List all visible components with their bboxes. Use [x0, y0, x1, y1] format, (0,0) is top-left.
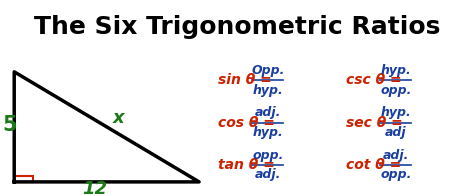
Text: tan θ =: tan θ =: [218, 158, 280, 172]
Text: sec θ =: sec θ =: [346, 116, 408, 130]
Text: cot θ =: cot θ =: [346, 158, 406, 172]
Text: Opp.: Opp.: [251, 64, 284, 77]
Text: adj: adj: [385, 126, 407, 139]
Text: hyp.: hyp.: [253, 84, 283, 97]
Text: The Six Trigonometric Ratios: The Six Trigonometric Ratios: [34, 15, 440, 39]
Text: opp.: opp.: [380, 84, 411, 97]
Text: adj.: adj.: [255, 106, 281, 119]
Text: opp.: opp.: [252, 149, 283, 162]
Text: hyp.: hyp.: [381, 106, 411, 119]
Text: sin θ =: sin θ =: [218, 73, 277, 87]
Bar: [14, 176, 33, 182]
Text: csc θ =: csc θ =: [346, 73, 407, 87]
Text: hyp.: hyp.: [253, 126, 283, 139]
Text: adj.: adj.: [255, 168, 281, 181]
Text: 5: 5: [2, 115, 17, 135]
Text: opp.: opp.: [380, 168, 411, 181]
Text: 12: 12: [82, 180, 107, 196]
Text: x: x: [113, 109, 124, 127]
Text: adj.: adj.: [383, 149, 409, 162]
Text: cos θ =: cos θ =: [218, 116, 280, 130]
Text: hyp.: hyp.: [381, 64, 411, 77]
